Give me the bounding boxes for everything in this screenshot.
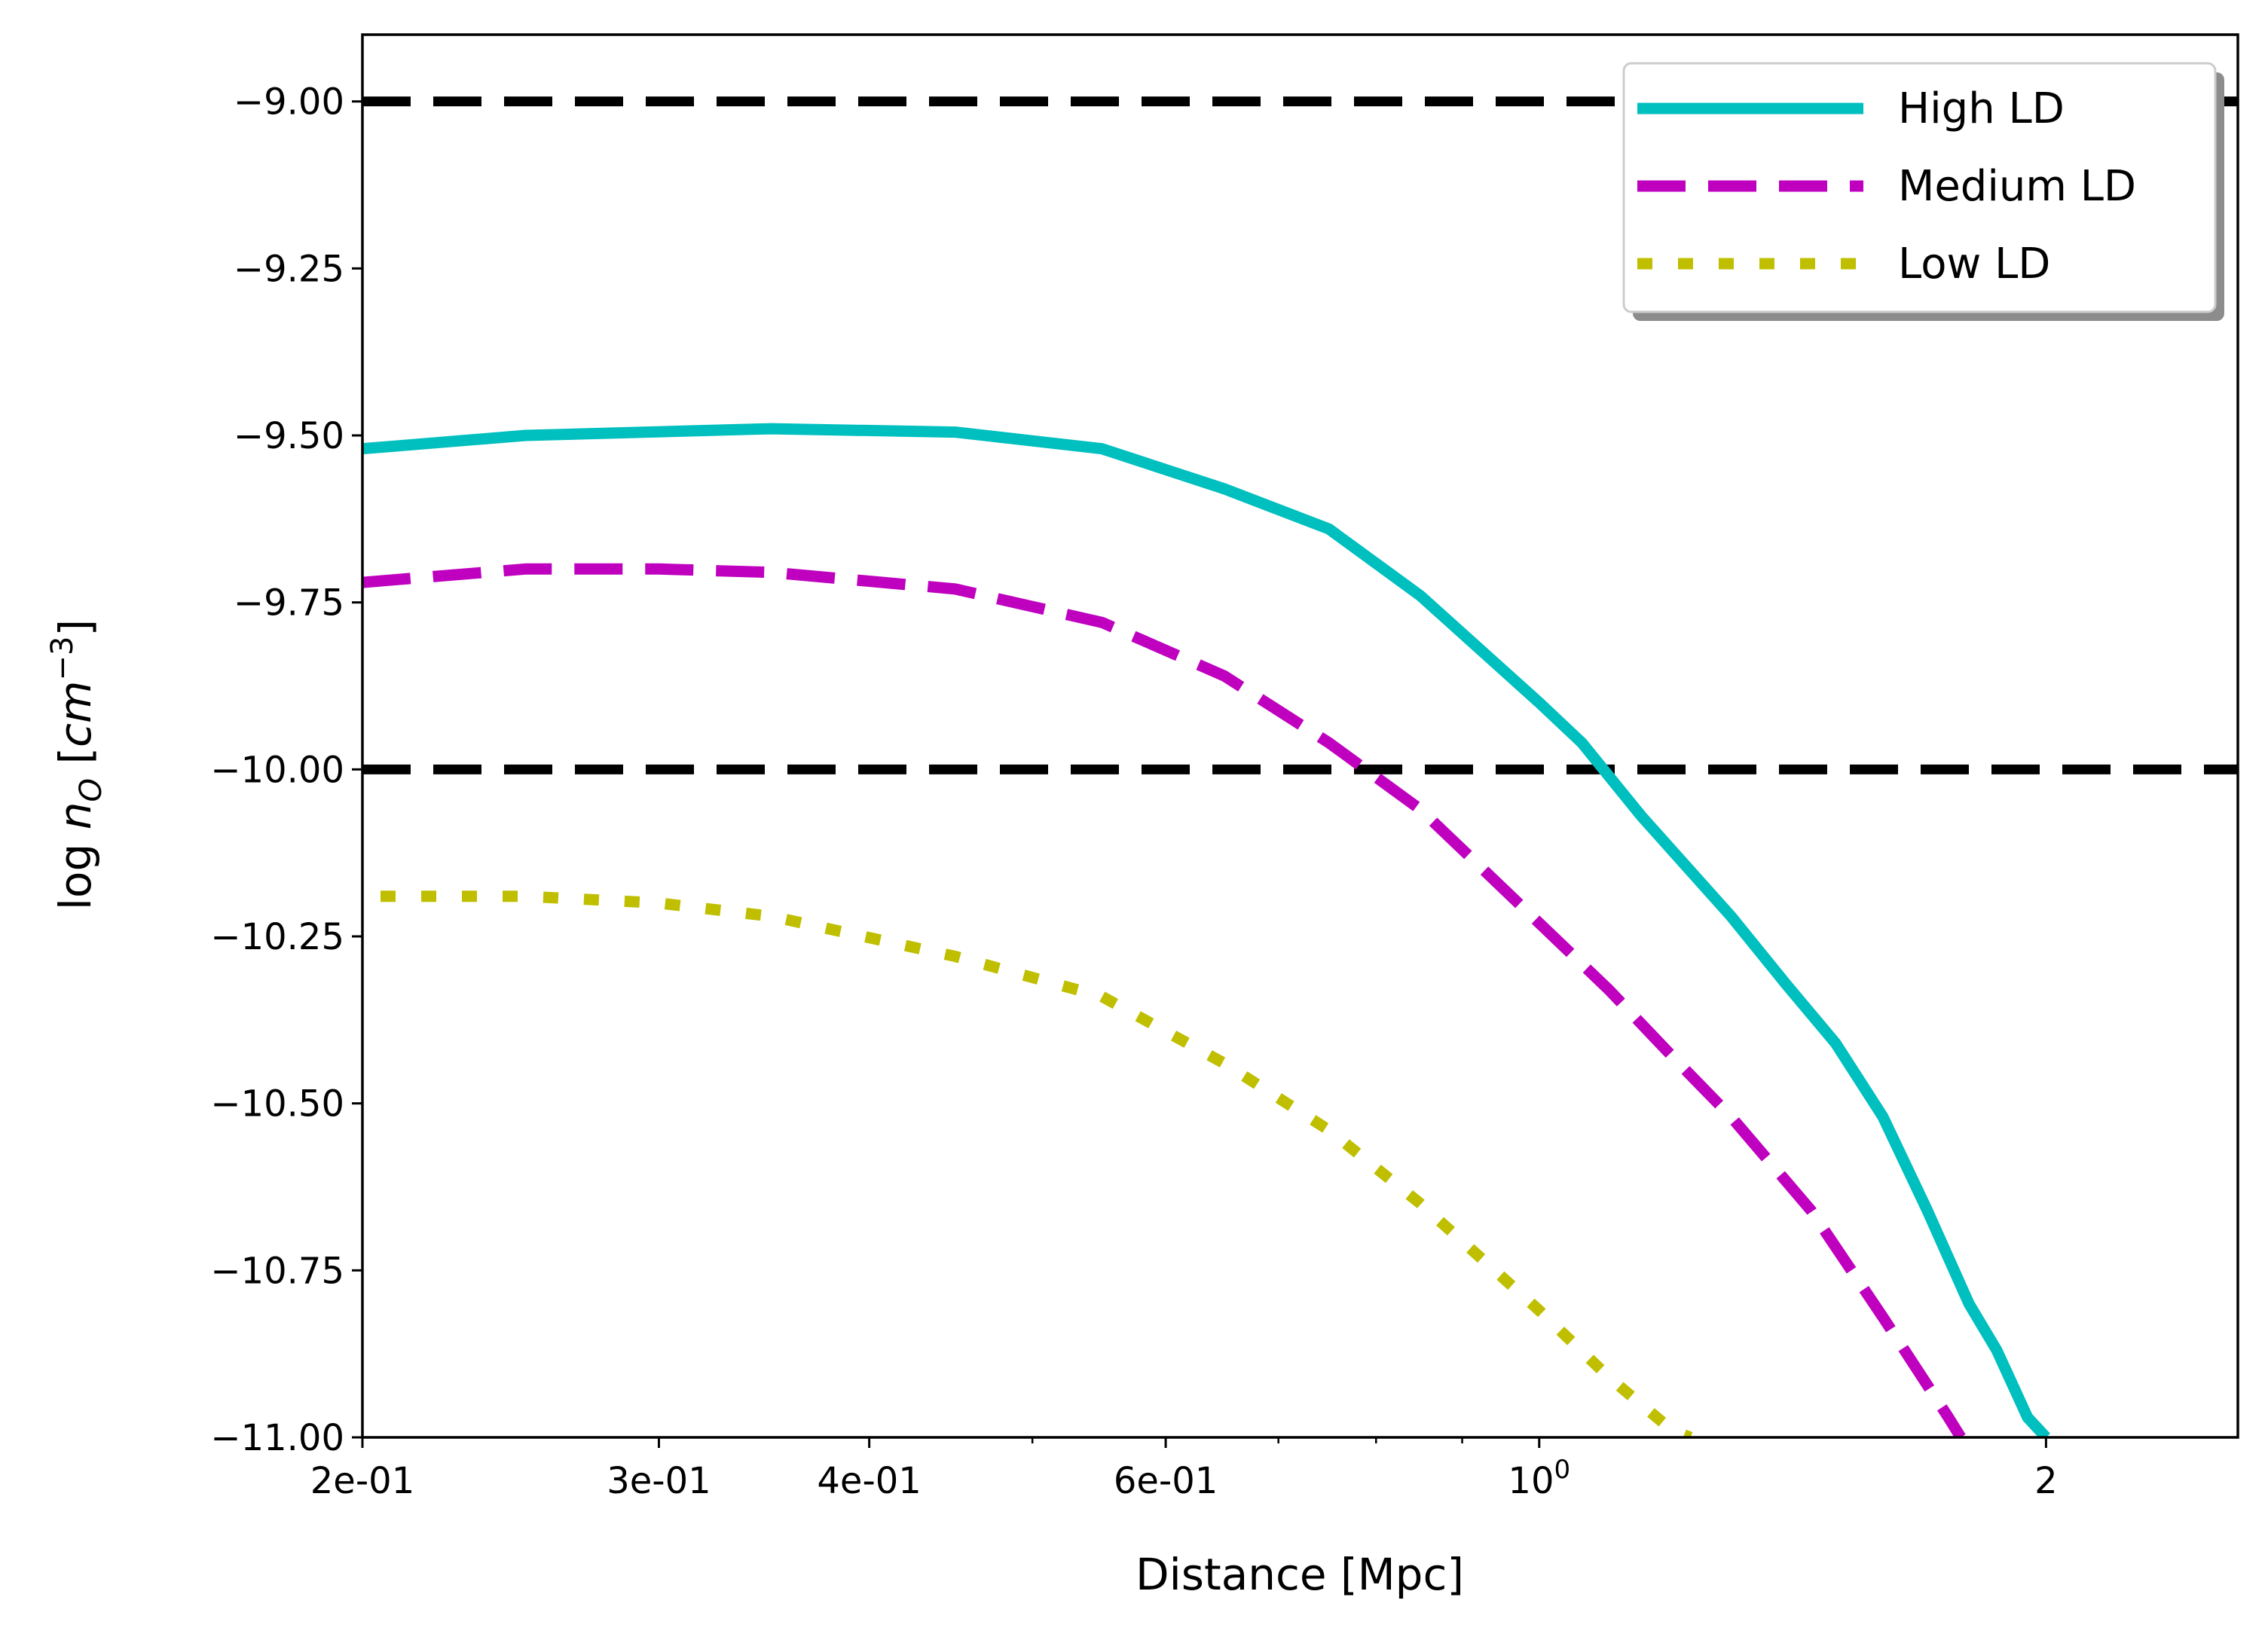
y-tick-label: −10.00 [210,749,344,791]
legend: High LD Medium LD Low LD [1622,62,2224,321]
legend-label-medium-ld: Medium LD [1898,162,2136,211]
ticks-layer: −9.00 −9.25 −9.50 −9.75 −10.00 −10.25 −10.50 −1… [210,81,2057,1502]
y-tick-label: −9.75 [234,582,344,625]
y-tick-label: −9.00 [234,81,344,124]
legend-label-high-ld: High LD [1898,84,2065,133]
y-axis-label: log nO [cm−3] [45,619,109,910]
series-line-medium-ld [362,563,1966,1437]
x-tick-label: 4e-01 [817,1460,921,1502]
y-tick-label: −10.50 [210,1083,344,1125]
y-tick-label: −11.00 [210,1417,344,1459]
y-tick-label: −10.75 [210,1250,344,1292]
x-tick-label: 2 [2034,1460,2058,1502]
series-line-high-ld [362,423,2050,1437]
x-tick-label: 3e-01 [607,1460,711,1502]
y-tick-label: −9.25 [234,248,344,290]
plot-frame [361,33,2239,1439]
x-tick-label: 2e-01 [310,1460,414,1502]
legend-label-low-ld: Low LD [1898,240,2050,289]
x-tick-label: 6e-01 [1114,1460,1218,1502]
x-axis-label: Distance [Mpc] [1136,1549,1464,1600]
legend-box [1622,62,2217,313]
y-tick-label: −9.50 [234,415,344,457]
y-tick-label: −10.25 [210,916,344,958]
x-tick-label: 100 [1508,1455,1570,1502]
